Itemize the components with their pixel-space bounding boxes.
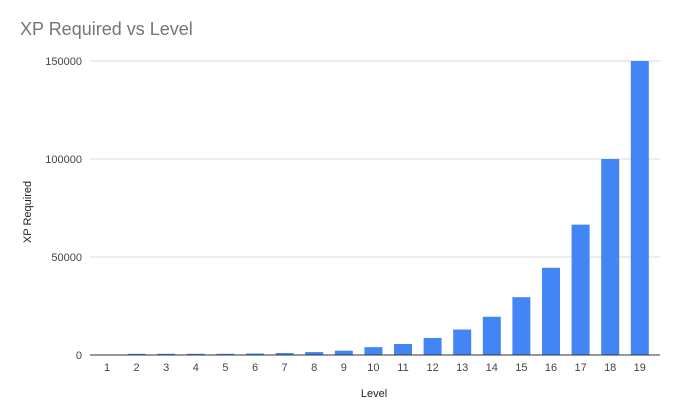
x-tick-label: 5 <box>222 362 228 374</box>
bar-level-17 <box>571 224 590 355</box>
bar-level-14 <box>482 316 501 355</box>
x-tick-label: 11 <box>397 362 408 374</box>
x-tick-label: 16 <box>545 362 557 374</box>
bar-level-3 <box>157 353 176 355</box>
x-tick-label: 7 <box>282 362 288 374</box>
y-tick-label: 100000 <box>45 154 82 166</box>
bar-level-12 <box>423 337 442 355</box>
y-axis-ticks: 0 50000 100000 150000 <box>45 56 82 362</box>
bar-level-7 <box>275 353 294 355</box>
bar-level-15 <box>512 297 531 355</box>
x-tick-label: 10 <box>367 362 379 374</box>
bar-level-13 <box>453 329 472 355</box>
chart-title: XP Required vs Level <box>20 19 193 39</box>
bars <box>127 61 649 355</box>
y-axis-label: XP Required <box>22 181 34 243</box>
bar-level-5 <box>216 353 235 355</box>
gridlines <box>90 60 660 258</box>
x-tick-label: 15 <box>515 362 527 374</box>
x-tick-label: 19 <box>634 362 646 374</box>
x-axis-label: Level <box>361 388 387 400</box>
y-tick-label: 0 <box>76 350 82 362</box>
x-tick-label: 6 <box>252 362 258 374</box>
bar-level-4 <box>186 353 205 355</box>
bar-level-19 <box>630 61 649 355</box>
x-tick-label: 8 <box>311 362 317 374</box>
x-tick-label: 14 <box>486 362 498 374</box>
y-tick-label: 150000 <box>45 56 82 68</box>
x-tick-label: 1 <box>104 362 110 374</box>
x-tick-label: 12 <box>426 362 438 374</box>
bar-level-6 <box>246 353 264 355</box>
bar-level-2 <box>127 353 146 355</box>
y-tick-label: 50000 <box>51 252 82 264</box>
bar-level-9 <box>334 350 353 355</box>
bar-level-16 <box>542 267 560 355</box>
x-tick-label: 3 <box>163 362 169 374</box>
x-tick-label: 17 <box>574 362 586 374</box>
x-tick-label: 13 <box>456 362 468 374</box>
bar-level-11 <box>394 344 412 355</box>
bar-level-8 <box>305 352 324 355</box>
x-tick-label: 18 <box>604 362 616 374</box>
x-axis-ticks: 1 2 3 4 5 6 7 8 9 10 11 12 13 14 15 16 17 18 19 <box>104 362 646 374</box>
x-tick-label: 2 <box>134 362 140 374</box>
x-tick-label: 9 <box>341 362 347 374</box>
bar-level-18 <box>601 159 620 355</box>
x-tick-label: 4 <box>193 362 199 374</box>
bar-level-10 <box>364 347 383 355</box>
